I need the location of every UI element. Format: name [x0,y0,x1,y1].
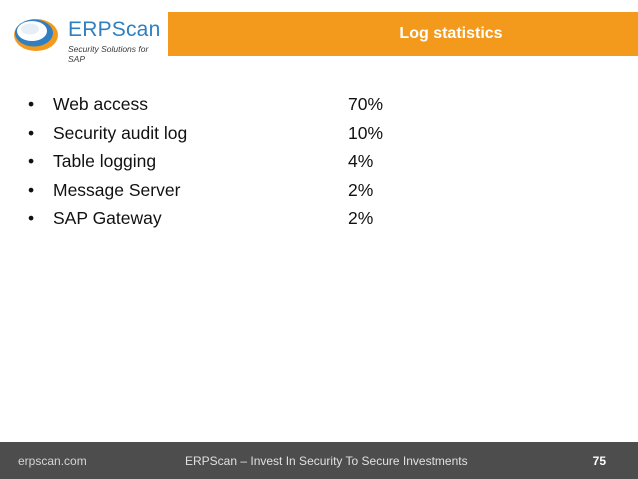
list-item: • SAP Gateway 2% [28,208,588,237]
bullet-icon: • [28,94,35,114]
erpscan-logo-icon [14,19,58,51]
item-label: Web access [53,94,148,114]
footer-slogan: ERPScan – Invest In Security To Secure I… [185,454,468,468]
item-value: 10% [348,122,384,143]
title-bar: Log statistics [168,12,638,56]
item-label: Message Server [53,179,181,200]
item-label: SAP Gateway [53,208,162,228]
item-value: 4% [348,151,374,171]
bullet-icon: • [28,179,35,200]
item-value: 2% [348,208,374,228]
list-item: • Table logging 4% [28,151,588,180]
item-label: Table logging [53,151,157,171]
bullet-icon: • [28,208,35,228]
item-value: 2% [348,179,374,200]
logo: ERPScan Security Solutions for SAP [0,0,165,68]
slide-header: ERPScan Security Solutions for SAP Log s… [0,0,638,68]
slide-title: Log statistics [399,25,503,42]
bullet-icon: • [28,151,35,171]
slide-footer: erpscan.com ERPScan – Invest In Security… [0,442,638,479]
logo-name: ERPScan [68,18,161,41]
footer-site-link[interactable]: erpscan.com [18,454,87,468]
logo-tagline: Security Solutions for SAP [68,44,149,64]
page-number: 75 [592,454,606,468]
item-label: Security audit log [53,122,188,143]
item-value: 70% [348,94,384,114]
list-item: • Security audit log 10% [28,123,588,152]
list-item: • Message Server 2% [28,180,588,209]
list-item: • Web access 70% [28,94,588,123]
bullet-list: • Web access 70% • Security audit log 10… [28,94,588,237]
bullet-icon: • [28,122,35,143]
